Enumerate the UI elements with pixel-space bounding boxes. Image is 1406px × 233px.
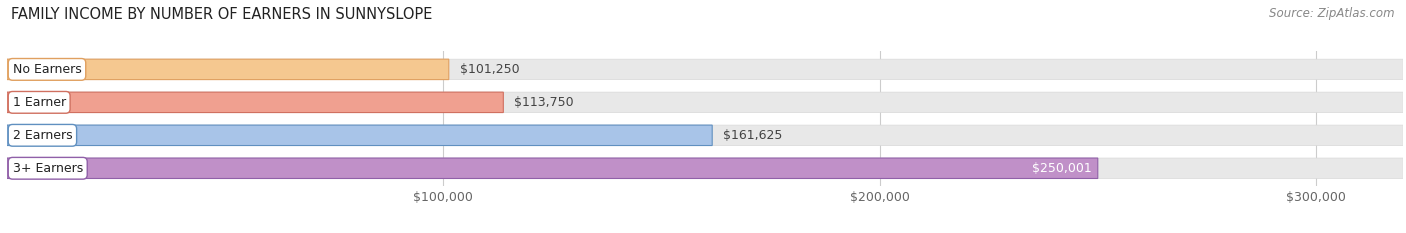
FancyBboxPatch shape xyxy=(7,158,1403,178)
Text: 3+ Earners: 3+ Earners xyxy=(13,162,83,175)
FancyBboxPatch shape xyxy=(7,92,503,113)
FancyBboxPatch shape xyxy=(7,125,713,146)
Text: $101,250: $101,250 xyxy=(460,63,520,76)
FancyBboxPatch shape xyxy=(7,125,1403,146)
Text: $113,750: $113,750 xyxy=(515,96,574,109)
FancyBboxPatch shape xyxy=(7,92,1403,113)
Text: Source: ZipAtlas.com: Source: ZipAtlas.com xyxy=(1270,7,1395,20)
Text: $161,625: $161,625 xyxy=(723,129,783,142)
FancyBboxPatch shape xyxy=(7,158,1098,178)
FancyBboxPatch shape xyxy=(7,59,449,80)
Text: 1 Earner: 1 Earner xyxy=(13,96,66,109)
Text: FAMILY INCOME BY NUMBER OF EARNERS IN SUNNYSLOPE: FAMILY INCOME BY NUMBER OF EARNERS IN SU… xyxy=(11,7,433,22)
Text: $250,001: $250,001 xyxy=(1032,162,1092,175)
FancyBboxPatch shape xyxy=(7,59,1403,80)
Text: 2 Earners: 2 Earners xyxy=(13,129,72,142)
Text: No Earners: No Earners xyxy=(13,63,82,76)
